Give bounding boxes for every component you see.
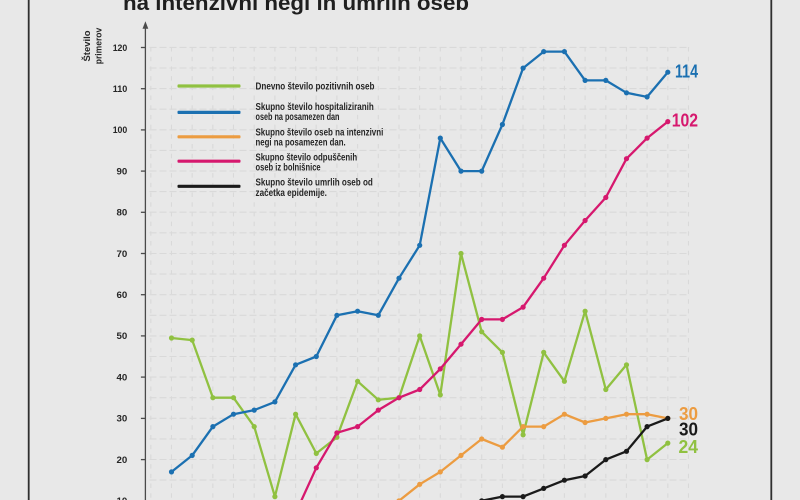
svg-text:30: 30: [679, 403, 698, 424]
svg-text:oseb iz bolnišnice: oseb iz bolnišnice: [256, 163, 322, 174]
svg-text:primerov: primerov: [94, 28, 104, 65]
svg-text:24: 24: [679, 436, 699, 457]
svg-text:Število: Število: [81, 30, 92, 62]
svg-text:30: 30: [117, 414, 128, 425]
svg-text:Skupno število hospitalizirani: Skupno število hospitaliziranih: [256, 102, 374, 113]
svg-text:102: 102: [672, 110, 698, 131]
svg-text:80: 80: [117, 208, 128, 219]
svg-text:negi na posamezen dan.: negi na posamezen dan.: [256, 137, 346, 148]
svg-text:Skupno število umrlih oseb od: Skupno število umrlih oseb od: [256, 178, 373, 189]
svg-text:120: 120: [113, 43, 128, 54]
svg-text:40: 40: [117, 372, 128, 383]
svg-text:90: 90: [117, 166, 128, 177]
svg-text:na intenzivni negi in umrlih o: na intenzivni negi in umrlih oseb: [123, 0, 469, 15]
svg-text:začetka epidemije.: začetka epidemije.: [256, 188, 328, 199]
svg-text:Dnevno število pozitivnih oseb: Dnevno število pozitivnih oseb: [256, 81, 375, 92]
svg-text:50: 50: [117, 331, 128, 342]
svg-text:10: 10: [117, 496, 128, 500]
svg-text:oseb na posamezen dan: oseb na posamezen dan: [256, 112, 340, 123]
svg-text:20: 20: [117, 455, 128, 466]
svg-text:70: 70: [117, 249, 128, 260]
svg-text:30: 30: [679, 419, 698, 440]
svg-text:Skupno število oseb na intenzi: Skupno število oseb na intenzivni: [256, 127, 384, 138]
svg-text:114: 114: [675, 61, 699, 82]
svg-text:110: 110: [113, 84, 128, 95]
svg-text:60: 60: [117, 290, 128, 301]
svg-text:Skupno število odpuščenih: Skupno število odpuščenih: [256, 153, 358, 164]
svg-text:100: 100: [113, 125, 128, 136]
